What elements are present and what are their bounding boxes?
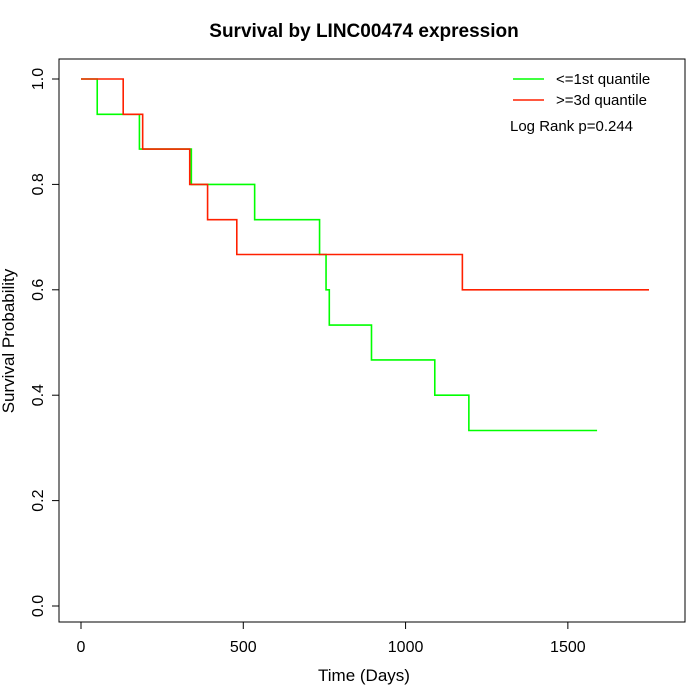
x-tick-label: 1000 xyxy=(388,639,424,656)
y-tick-label: 0.8 xyxy=(30,173,47,195)
y-axis-label: Survival Probability xyxy=(0,268,18,413)
y-tick-label: 0.6 xyxy=(30,279,47,301)
x-axis: 0 500 1000 1500 xyxy=(77,621,586,656)
log-rank-annotation: Log Rank p=0.244 xyxy=(510,118,633,135)
x-tick-label: 0 xyxy=(77,639,86,656)
y-tick-label: 1.0 xyxy=(30,68,47,90)
legend-label-low: <=1st quantile xyxy=(556,71,650,88)
y-axis: 0.0 0.2 0.4 0.6 0.8 1.0 xyxy=(30,68,60,617)
y-tick-label: 0.0 xyxy=(30,595,47,617)
chart-title: Survival by LINC00474 expression xyxy=(209,21,518,42)
x-axis-label: Time (Days) xyxy=(318,666,410,685)
legend: <=1st quantile >=3d quantile xyxy=(513,71,650,109)
series-layer xyxy=(81,78,649,432)
x-tick-label: 1500 xyxy=(550,639,586,656)
legend-label-high: >=3d quantile xyxy=(556,92,647,109)
y-tick-label: 0.4 xyxy=(30,384,47,406)
x-tick-label: 500 xyxy=(230,639,257,656)
series-line-1 xyxy=(81,78,649,291)
y-tick-label: 0.2 xyxy=(30,489,47,511)
